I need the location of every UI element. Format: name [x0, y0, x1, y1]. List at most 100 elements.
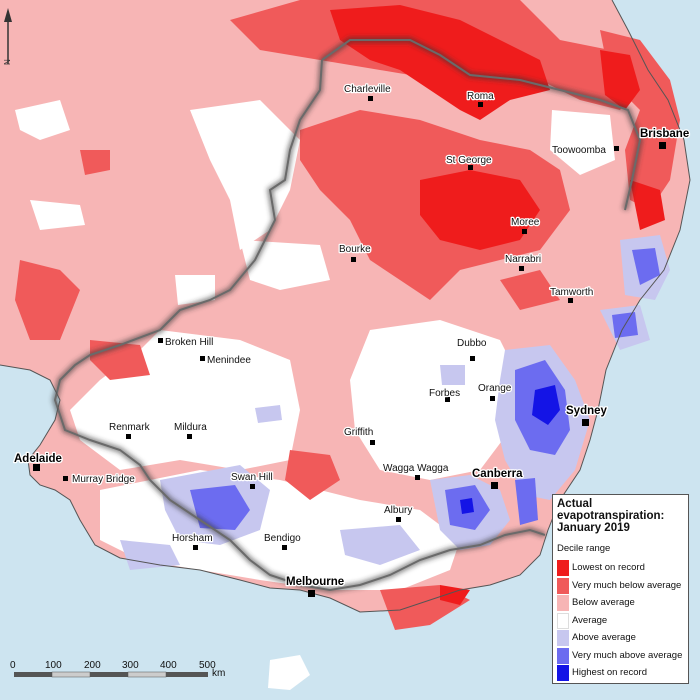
scale-tick-4: 400	[160, 660, 177, 671]
narrabri-label: Narrabri	[505, 254, 541, 265]
bendigo-marker	[282, 545, 287, 550]
roma-marker	[478, 102, 483, 107]
legend-label: Average	[572, 614, 608, 626]
forbes-label: Forbes	[429, 388, 460, 399]
legend-label: Lowest on record	[572, 562, 645, 573]
legend-label: Above average	[572, 632, 636, 643]
legend-item: Below average	[557, 595, 689, 611]
bendigo-label: Bendigo	[264, 533, 301, 544]
orange-label: Orange	[478, 383, 512, 394]
st-george-label: St George	[446, 155, 492, 166]
broken-hill-marker	[158, 338, 163, 343]
lowest-on-record-areas	[330, 5, 665, 605]
scale-tick-3: 300	[122, 660, 139, 671]
renmark-marker	[126, 434, 131, 439]
orange-marker	[490, 396, 495, 401]
mildura-label: Mildura	[174, 422, 207, 433]
albury-label: Albury	[384, 505, 412, 516]
sydney-marker	[582, 419, 589, 426]
scale-tick-5: 500	[199, 660, 216, 671]
dubbo-marker	[470, 356, 475, 361]
highest-on-record-areas	[460, 385, 560, 514]
north-label: N	[3, 59, 12, 65]
murray-bridge-label: Murray Bridge	[72, 474, 135, 485]
swan-hill-marker	[250, 484, 255, 489]
legend-label: Very much above average	[572, 649, 683, 661]
narrabri-marker	[519, 266, 524, 271]
legend-swatch	[557, 560, 569, 576]
swan-hill-label: Swan Hill	[231, 472, 273, 483]
brisbane-label: Brisbane	[640, 128, 689, 140]
legend-swatch	[557, 612, 569, 629]
wagga-wagga-marker	[415, 475, 420, 480]
melbourne-label: Melbourne	[286, 576, 344, 588]
town-labels: Charleville Roma Brisbane Toowoomba St G…	[13, 83, 691, 590]
legend-title-line1: Actual	[557, 498, 593, 510]
menindee-label: Menindee	[207, 355, 251, 366]
legend-subtitle: Decile range	[557, 543, 611, 554]
renmark-label: Renmark	[109, 422, 151, 433]
forbes-marker	[445, 397, 450, 402]
north-arrow: N	[3, 8, 12, 65]
legend-swatch	[557, 630, 569, 646]
moree-label: Moree	[511, 217, 540, 228]
sydney-label: Sydney	[566, 405, 608, 417]
legend-item: Very much above average	[557, 647, 689, 664]
menindee-marker	[200, 356, 205, 361]
horsham-label: Horsham	[172, 533, 213, 544]
coastline	[0, 0, 691, 613]
tamworth-marker	[568, 298, 573, 303]
legend: Actual evapotranspiration: January 2019 …	[552, 494, 689, 684]
legend-swatch	[557, 577, 569, 594]
brisbane-marker	[659, 142, 666, 149]
broken-hill-label: Broken Hill	[165, 337, 213, 348]
canberra-label: Canberra	[472, 468, 523, 480]
scale-tick-0: 0	[10, 660, 16, 671]
legend-item: Highest on record	[557, 665, 689, 681]
adelaide-marker	[33, 464, 40, 471]
moree-marker	[522, 229, 527, 234]
legend-swatch	[557, 665, 569, 681]
horsham-marker	[193, 545, 198, 550]
bourke-marker	[351, 257, 356, 262]
legend-label: Below average	[572, 597, 635, 608]
melbourne-marker	[308, 590, 315, 597]
legend-swatch	[557, 647, 569, 664]
st-george-marker	[468, 165, 473, 170]
charleville-marker	[368, 96, 373, 101]
legend-title-line3: January 2019	[557, 522, 630, 534]
wagga-wagga-label: Wagga Wagga	[383, 463, 449, 474]
toowoomba-marker	[614, 146, 619, 151]
murray-bridge-marker	[63, 476, 68, 481]
griffith-marker	[370, 440, 375, 445]
nsw-border	[53, 39, 642, 592]
scale-tick-2: 200	[84, 660, 101, 671]
legend-item: Lowest on record	[557, 560, 689, 576]
scale-unit: km	[212, 668, 225, 679]
scale-tick-1: 100	[45, 660, 62, 671]
legend-item: Average	[557, 612, 689, 629]
legend-label: Highest on record	[572, 667, 647, 678]
tamworth-label: Tamworth	[550, 287, 593, 298]
legend-label: Very much below average	[572, 579, 682, 591]
scale-bar: 0 100 200 300 400 500 km	[10, 660, 225, 679]
adelaide-label: Adelaide	[14, 453, 62, 465]
legend-swatch	[557, 595, 569, 611]
canberra-marker	[491, 482, 498, 489]
albury-marker	[396, 517, 401, 522]
land-south-coast	[268, 655, 310, 690]
legend-title-line2: evapotranspiration:	[557, 510, 665, 522]
legend-item: Above average	[557, 630, 689, 646]
roma-label: Roma	[467, 91, 494, 102]
dubbo-label: Dubbo	[457, 338, 487, 349]
charleville-label: Charleville	[344, 84, 391, 95]
north-arrow-icon	[4, 8, 12, 22]
bourke-label: Bourke	[339, 244, 371, 255]
toowoomba-label: Toowoomba	[552, 145, 606, 156]
town-markers	[33, 96, 666, 597]
griffith-label: Griffith	[344, 427, 373, 438]
mildura-marker	[187, 434, 192, 439]
legend-item: Very much below average	[557, 577, 689, 594]
legend-title: Actual evapotranspiration: January 2019	[557, 498, 664, 534]
